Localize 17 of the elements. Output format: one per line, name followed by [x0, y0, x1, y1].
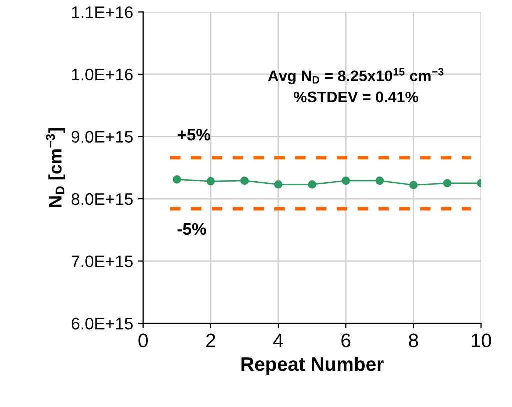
- x-tick-label: 6: [342, 334, 351, 348]
- annotation: -5%: [178, 223, 206, 236]
- y-axis-title: N$_{D}$ [cm$^{−3}$]: [46, 128, 66, 208]
- y-tick-label: 6.0E+15: [72, 318, 133, 330]
- annotation: +5%: [178, 128, 211, 141]
- y-tick-label: 7.0E+15: [72, 256, 133, 268]
- x-tick-label: 4: [274, 334, 284, 348]
- x-axis-title: Repeat Number: [242, 356, 384, 376]
- y-tick-label: 8.0E+15: [72, 193, 133, 206]
- text: Avg N$_{D}$ = 8.25x10$^{15}$ cm$^{−3}$ %STDEV = 0.41%: [268, 68, 444, 103]
- x-tick-label: 10: [472, 334, 492, 348]
- x-tick-label: 8: [409, 334, 418, 348]
- y-tick-label: 1.0E+16: [72, 68, 133, 81]
- y-tick-label: 1.1E+16: [72, 6, 133, 18]
- x-tick-label: 2: [206, 334, 216, 348]
- y-tick-label: 9.0E+15: [72, 131, 133, 143]
- x-tick-label: 0: [138, 334, 148, 348]
